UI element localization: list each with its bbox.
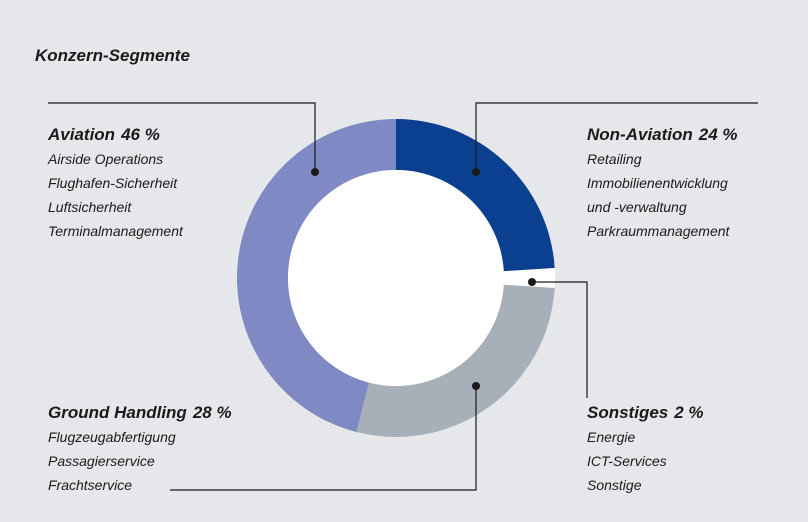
segment-item: Immobilienentwicklung xyxy=(587,175,728,191)
leader-dot xyxy=(472,382,480,390)
donut-hole xyxy=(288,170,504,386)
chart-title: Konzern-Segmente xyxy=(35,46,190,65)
leader-dot xyxy=(528,278,536,286)
segment-heading: Aviation 46 % xyxy=(47,125,160,144)
segment-label: Non-Aviation 24 % Retailing Immobilienentwi… xyxy=(587,125,738,239)
segment-heading: Sonstiges 2 % xyxy=(587,403,704,422)
segment-name: Aviation xyxy=(47,125,115,144)
segment-item: und -verwaltung xyxy=(587,199,687,215)
segment-item: Luftsicherheit xyxy=(48,199,132,215)
segment-item: Retailing xyxy=(587,151,642,167)
segment-item: Flughafen-Sicherheit xyxy=(48,175,178,191)
segment-item: Airside Operations xyxy=(47,151,163,167)
leader-line xyxy=(475,102,758,172)
segment-label: Aviation 46 % Airside Operations Flughafen-… xyxy=(47,125,184,239)
donut xyxy=(237,119,555,437)
leader-line xyxy=(170,386,477,491)
donut-segment xyxy=(356,284,555,437)
segment-item: Parkraummanagement xyxy=(587,223,731,239)
leader-line xyxy=(532,281,588,398)
segment-item: Passagierservice xyxy=(48,453,155,469)
segment-value: 2 % xyxy=(673,403,703,422)
segment-item: ICT-Services xyxy=(587,453,667,469)
segment-name: Ground Handling xyxy=(48,403,187,422)
leader-dot xyxy=(311,168,319,176)
segment-item: Flugzeugabfertigung xyxy=(48,429,176,445)
segment-name: Sonstiges xyxy=(587,403,668,422)
segment-heading: Ground Handling 28 % xyxy=(48,403,232,422)
segment-item: Frachtservice xyxy=(48,477,132,493)
donut-segment xyxy=(396,119,555,272)
segment-item: Terminalmanagement xyxy=(48,223,184,239)
donut-segment xyxy=(503,268,555,288)
segment-value: 28 % xyxy=(192,403,232,422)
segment-label: Ground Handling 28 % Flugzeugabfertigung Pa… xyxy=(48,403,232,493)
donut-segment xyxy=(237,119,396,433)
segment-heading: Non-Aviation 24 % xyxy=(587,125,738,144)
leader-line xyxy=(48,102,316,172)
leaders xyxy=(48,102,758,491)
segment-value: 24 % xyxy=(698,125,738,144)
leader-dot xyxy=(472,168,480,176)
segment-item: Sonstige xyxy=(587,477,642,493)
segment-value: 46 % xyxy=(120,125,160,144)
segment-name: Non-Aviation xyxy=(587,125,693,144)
segment-label: Sonstiges 2 % Energie ICT-Services Sonstige xyxy=(587,403,704,493)
segment-item: Energie xyxy=(587,429,635,445)
